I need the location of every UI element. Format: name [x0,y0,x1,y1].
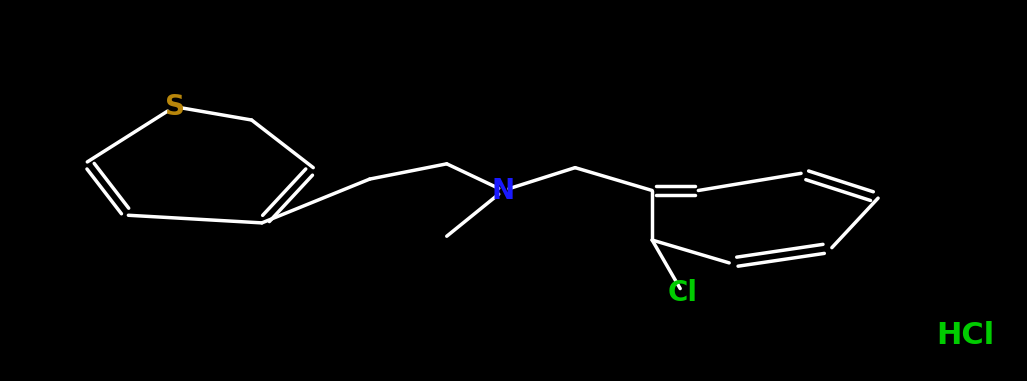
Text: Cl: Cl [668,279,698,307]
Text: N: N [492,176,515,205]
Text: S: S [164,93,185,121]
Text: HCl: HCl [937,321,994,350]
